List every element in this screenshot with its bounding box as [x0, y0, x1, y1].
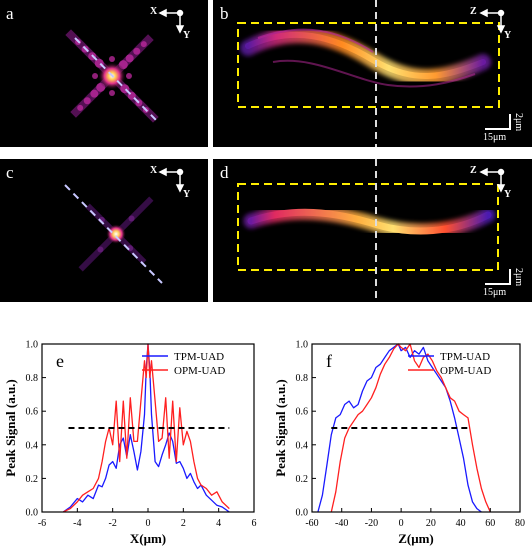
chart-f-legend-label-opm-uad: OPM-UAD — [440, 365, 491, 377]
panel-d-image: d Z Y 2μm 15μm — [213, 159, 532, 302]
chart-f-x-axis-label: Z(μm) — [398, 531, 434, 546]
chart-f-panel-label: f — [326, 351, 332, 371]
chart-f-x-tick-label: 60 — [485, 518, 495, 529]
chart-e-panel-label: e — [56, 351, 64, 371]
panel-b-scale-horizontal: 15μm — [483, 132, 507, 143]
chart-f-y-tick-label: 0.2 — [296, 474, 309, 485]
panel-b-label: b — [220, 4, 229, 23]
panel-b-axis-z-label: Z — [470, 6, 477, 17]
chart-f-frame — [311, 343, 521, 513]
panel-a-label: a — [6, 4, 14, 23]
panel-c-axis-x-label: X — [150, 165, 158, 176]
chart-f-y-tick-label: 0.6 — [296, 407, 309, 418]
chart-e-y-tick-label: 0.2 — [26, 474, 39, 485]
chart-e-legend-label-tpm-uad: TPM-UAD — [174, 351, 224, 363]
chart-f-y-tick-label: 1.0 — [296, 340, 309, 351]
chart-f-x-tick-label: 80 — [515, 518, 525, 529]
chart-f-y-tick-label: 0.4 — [296, 440, 309, 451]
chart-e-x-tick-label: 0 — [146, 518, 151, 529]
chart-e-y-tick-label: 0.0 — [26, 508, 39, 519]
chart-e-y-tick-label: 1.0 — [26, 340, 39, 351]
chart-e-y-axis-label: Peak Signal (a.u.) — [3, 379, 18, 477]
chart-f-legend-label-tpm-uad: TPM-UAD — [440, 351, 490, 363]
chart-f-x-tick-label: -20 — [365, 518, 378, 529]
chart-f-y-tick-label: 0.0 — [296, 508, 309, 519]
panel-d-axis-z-label: Z — [470, 165, 477, 176]
panel-d-label: d — [220, 163, 229, 182]
panel-a-image: a X Y — [0, 0, 208, 147]
chart-e-x-axis-label: X(μm) — [130, 531, 166, 546]
panel-d-scale-vertical: 2μm — [513, 268, 524, 287]
panel-c-axis-y-label: Y — [183, 189, 191, 200]
panel-c-image: c X Y — [0, 159, 208, 302]
panel-b-image: b Z Y 2μm 15μm — [213, 0, 532, 147]
chart-e-x-tick-label: -2 — [108, 518, 116, 529]
panel-d-axis-y-label: Y — [504, 189, 512, 200]
chart-e-x-tick-label: 4 — [216, 518, 221, 529]
chart-f-series-tpm-uad — [317, 343, 482, 513]
panel-a-axis-y-label: Y — [183, 30, 191, 41]
panel-c-psf — [64, 167, 185, 284]
chart-e-x-tick-label: -6 — [38, 518, 46, 529]
panel-a-axis-x-label: X — [150, 6, 158, 17]
chart-e-x-tick-label: -4 — [73, 518, 81, 529]
chart-e-y-tick-label: 0.4 — [26, 440, 39, 451]
chart-e-x-tick-label: 2 — [181, 518, 186, 529]
panel-c-label: c — [6, 163, 14, 182]
chart-f-x-tick-label: 20 — [426, 518, 436, 529]
panel-d-scale-horizontal: 15μm — [483, 287, 507, 298]
panel-b-scale-vertical: 2μm — [513, 113, 524, 132]
panel-b-beam — [237, 0, 511, 147]
panel-d-beam — [237, 159, 511, 302]
chart-f-x-tick-label: -40 — [335, 518, 348, 529]
chart-f-y-axis-label: Peak Signal (a.u.) — [273, 379, 288, 477]
chart-f-x-tick-label: -60 — [305, 518, 318, 529]
chart-e-y-tick-label: 0.8 — [26, 373, 39, 384]
panel-b-axis-y-label: Y — [504, 30, 512, 41]
chart-f-x-tick-label: 0 — [399, 518, 404, 529]
chart-e-legend-label-opm-uad: OPM-UAD — [174, 365, 225, 377]
chart-f-x-tick-label: 40 — [456, 518, 466, 529]
panel-a-psf — [65, 8, 185, 123]
chart-f-y-tick-label: 0.8 — [296, 373, 309, 384]
chart-e-x-tick-label: 6 — [252, 518, 257, 529]
chart-e-y-tick-label: 0.6 — [26, 407, 39, 418]
